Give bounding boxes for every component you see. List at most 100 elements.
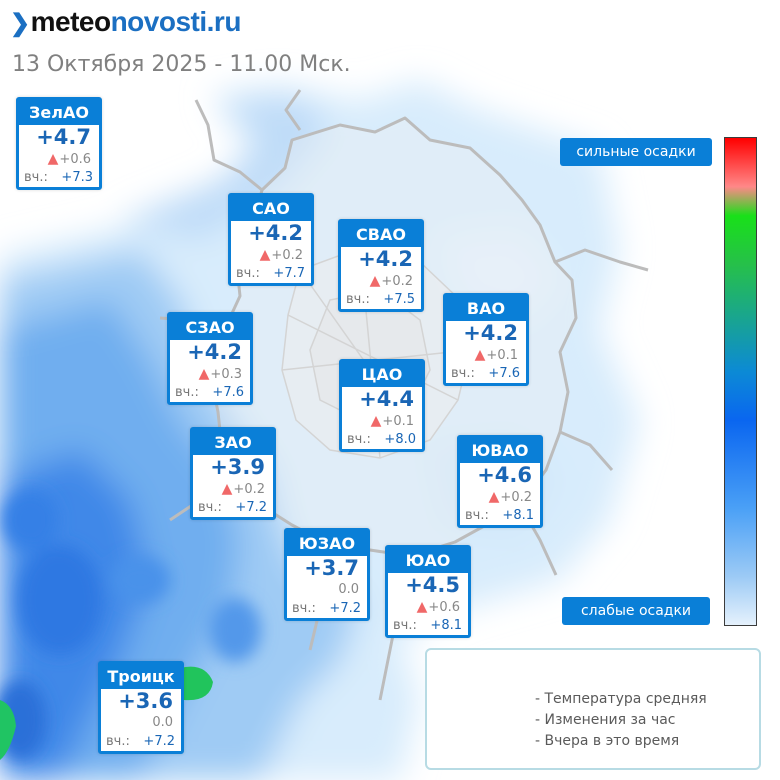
up-triangle-icon: ▲ bbox=[488, 489, 500, 505]
yesterday-row: вч.: +7.3 bbox=[19, 168, 99, 187]
district-card-9[interactable]: ЮАО +4.5 ▲+0.6 вч.: +8.1 bbox=[385, 545, 471, 638]
yesterday-label: вч.: bbox=[198, 500, 222, 515]
yesterday-row: вч.: +7.6 bbox=[170, 383, 250, 402]
avg-temperature: +4.2 bbox=[463, 321, 518, 345]
up-triangle-icon: ▲ bbox=[198, 366, 210, 382]
logo-chevron-icon: ❯ bbox=[10, 10, 30, 37]
up-triangle-icon: ▲ bbox=[47, 151, 59, 167]
yesterday-value: +8.0 bbox=[384, 432, 416, 447]
up-triangle-icon: ▲ bbox=[474, 347, 486, 363]
avg-temperature: +3.6 bbox=[118, 689, 173, 713]
yesterday-row: вч.: +8.0 bbox=[342, 430, 422, 449]
legend-desc-change: - Изменения за час bbox=[535, 712, 676, 728]
hourly-change: ▲+0.1 bbox=[342, 412, 422, 430]
yesterday-label: вч.: bbox=[346, 292, 370, 307]
avg-temperature: +3.9 bbox=[210, 455, 265, 479]
change-value: +0.2 bbox=[233, 482, 265, 497]
yesterday-label: вч.: bbox=[465, 508, 489, 523]
avg-temperature: +4.7 bbox=[36, 125, 91, 149]
yesterday-label: вч.: bbox=[292, 601, 316, 616]
date-time-title: 13 Октября 2025 - 11.00 Мск. bbox=[12, 52, 351, 77]
hourly-change: 0.0 bbox=[287, 581, 367, 599]
hourly-change: ▲+0.2 bbox=[231, 246, 311, 264]
district-card-1[interactable]: САО +4.2 ▲+0.2 вч.: +7.7 bbox=[228, 193, 314, 286]
district-card-2[interactable]: СВАО +4.2 ▲+0.2 вч.: +7.5 bbox=[338, 219, 424, 312]
site-logo[interactable]: ❯meteonovosti.ru bbox=[10, 6, 241, 37]
district-name: ЮЗАО bbox=[287, 531, 367, 556]
change-value: 0.0 bbox=[152, 715, 173, 730]
hourly-change: ▲+0.2 bbox=[341, 272, 421, 290]
district-name: САО bbox=[231, 196, 311, 221]
district-name: ЗелАО bbox=[19, 100, 99, 125]
district-name: ЗАО bbox=[193, 430, 273, 455]
avg-temperature: +4.4 bbox=[359, 387, 414, 411]
avg-temperature: +4.2 bbox=[248, 221, 303, 245]
yesterday-row: вч.: +7.2 bbox=[193, 498, 273, 517]
up-triangle-icon: ▲ bbox=[369, 273, 381, 289]
heavy-precip-patch-2 bbox=[0, 700, 16, 760]
change-value: +0.6 bbox=[59, 152, 91, 167]
district-card-10[interactable]: Троицк +3.6 0.0 вч.: +7.2 bbox=[98, 661, 184, 754]
district-name: СВАО bbox=[341, 222, 421, 247]
precipitation-layer bbox=[0, 80, 640, 780]
up-triangle-icon: ▲ bbox=[370, 413, 382, 429]
district-card-6[interactable]: ЗАО +3.9 ▲+0.2 вч.: +7.2 bbox=[190, 427, 276, 520]
yesterday-row: вч.: +8.1 bbox=[388, 616, 468, 635]
change-value: +0.1 bbox=[486, 348, 518, 363]
change-value: +0.3 bbox=[210, 367, 242, 382]
yesterday-label: вч.: bbox=[24, 170, 48, 185]
avg-temperature: +3.7 bbox=[304, 556, 359, 580]
change-value: +0.2 bbox=[381, 274, 413, 289]
district-card-5[interactable]: ЦАО +4.4 ▲+0.1 вч.: +8.0 bbox=[339, 359, 425, 452]
yesterday-value: +7.7 bbox=[273, 266, 305, 281]
district-card-4[interactable]: СЗАО +4.2 ▲+0.3 вч.: +7.6 bbox=[167, 312, 253, 405]
up-triangle-icon: ▲ bbox=[259, 247, 271, 263]
hourly-change: ▲+0.6 bbox=[19, 150, 99, 168]
district-card-7[interactable]: ЮВАО +4.6 ▲+0.2 вч.: +8.1 bbox=[457, 435, 543, 528]
yesterday-value: +7.5 bbox=[383, 292, 415, 307]
precipitation-scale-bar bbox=[724, 137, 757, 626]
yesterday-row: вч.: +7.7 bbox=[231, 264, 311, 283]
avg-temperature: +4.2 bbox=[187, 340, 242, 364]
yesterday-row: вч.: +8.1 bbox=[460, 506, 540, 525]
change-value: +0.1 bbox=[382, 414, 414, 429]
district-name: СЗАО bbox=[170, 315, 250, 340]
yesterday-value: +7.6 bbox=[488, 366, 520, 381]
yesterday-value: +7.2 bbox=[329, 601, 361, 616]
district-name: Троицк bbox=[101, 664, 181, 689]
yesterday-label: вч.: bbox=[175, 385, 199, 400]
avg-temperature: +4.5 bbox=[405, 573, 460, 597]
light-precip-label: слабые осадки bbox=[562, 597, 710, 625]
yesterday-row: вч.: +7.2 bbox=[101, 732, 181, 751]
district-name: ЦАО bbox=[342, 362, 422, 387]
district-name: ЮВАО bbox=[460, 438, 540, 463]
heavy-precip-label: сильные осадки bbox=[560, 138, 712, 166]
hourly-change: ▲+0.1 bbox=[446, 346, 526, 364]
district-card-8[interactable]: ЮЗАО +3.7 0.0 вч.: +7.2 bbox=[284, 528, 370, 621]
heavy-precip-patch bbox=[180, 666, 213, 701]
yesterday-row: вч.: +7.6 bbox=[446, 364, 526, 383]
avg-temperature: +4.6 bbox=[477, 463, 532, 487]
yesterday-value: +7.3 bbox=[61, 170, 93, 185]
change-value: +0.2 bbox=[271, 248, 303, 263]
hourly-change: ▲+0.3 bbox=[170, 365, 250, 383]
yesterday-value: +7.2 bbox=[235, 500, 267, 515]
district-name: ВАО bbox=[446, 296, 526, 321]
avg-temperature: +4.2 bbox=[358, 247, 413, 271]
district-name: ЮАО bbox=[388, 548, 468, 573]
yesterday-label: вч.: bbox=[347, 432, 371, 447]
yesterday-label: вч.: bbox=[393, 618, 417, 633]
district-card-0[interactable]: ЗелАО +4.7 ▲+0.6 вч.: +7.3 bbox=[16, 97, 102, 190]
hourly-change: ▲+0.6 bbox=[388, 598, 468, 616]
change-value: 0.0 bbox=[338, 582, 359, 597]
legend-desc-yesterday: - Вчера в это время bbox=[535, 733, 680, 749]
district-card-3[interactable]: ВАО +4.2 ▲+0.1 вч.: +7.6 bbox=[443, 293, 529, 386]
yesterday-value: +7.2 bbox=[143, 734, 175, 749]
hourly-change: ▲+0.2 bbox=[193, 480, 273, 498]
yesterday-row: вч.: +7.5 bbox=[341, 290, 421, 309]
yesterday-value: +7.6 bbox=[212, 385, 244, 400]
change-value: +0.2 bbox=[500, 490, 532, 505]
yesterday-label: вч.: bbox=[106, 734, 130, 749]
yesterday-label: вч.: bbox=[451, 366, 475, 381]
